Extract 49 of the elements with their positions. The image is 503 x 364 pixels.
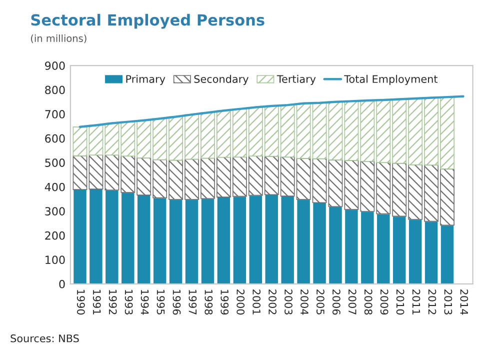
legend-label: Tertiary: [276, 74, 316, 85]
x-tick-label: 2007: [348, 290, 356, 314]
x-tick-label: 2006: [332, 290, 340, 315]
x-tick-label: 1998: [204, 290, 213, 315]
x-tick-label: 1999: [220, 290, 229, 315]
x-tick-label: 2000: [236, 290, 245, 315]
x-tick-label: 1996: [172, 290, 181, 315]
x-tick-label: 2008: [364, 290, 372, 315]
y-tick-label: 0: [59, 280, 65, 288]
y-tick-label: 200: [45, 231, 65, 240]
chart-title: Sectoral Employed Persons: [31, 14, 264, 29]
x-tick-label: 1997: [188, 290, 197, 314]
x-tick-label: 1993: [124, 290, 133, 314]
y-tick-label: 900: [45, 61, 65, 70]
y-tick-label: 300: [45, 207, 65, 216]
y-tick-label: 600: [45, 134, 65, 143]
y-tick-label: 700: [45, 110, 65, 118]
legend-label: Secondary: [194, 74, 248, 85]
x-tick-label: 1994: [140, 290, 149, 315]
x-tick-label: 1992: [108, 290, 117, 314]
x-tick-label: 2005: [316, 290, 324, 314]
x-tick-label: 1991: [92, 290, 101, 314]
x-tick-label: 2013: [444, 290, 452, 314]
y-tick-label: 500: [45, 158, 65, 167]
chart-subtitle: (in millions): [31, 34, 86, 44]
x-tick-label: 2009: [380, 290, 388, 315]
x-tick-label: 1995: [156, 290, 165, 314]
x-tick-label: 2011: [412, 290, 420, 314]
bar: [72, 189, 88, 284]
x-tick-label: 2012: [428, 290, 436, 314]
y-tick-label: 400: [44, 182, 65, 192]
x-tick-label: 2001: [252, 290, 261, 314]
x-tick-label: 2010: [396, 290, 404, 315]
bar: [72, 155, 88, 190]
bar: [328, 159, 343, 207]
legend-label: Primary: [126, 74, 166, 85]
x-tick-label: 2014: [460, 290, 468, 315]
y-tick-label: 800: [45, 86, 65, 94]
line-series: [78, 95, 464, 128]
bar: [328, 102, 343, 160]
legend-label: Total Employment: [344, 74, 438, 85]
x-tick-label: 2004: [300, 290, 308, 315]
x-tick-label: 2003: [284, 290, 292, 314]
bar: [328, 206, 343, 284]
x-tick-label: 1990: [76, 290, 85, 315]
source-note: Sources: NBS: [10, 334, 79, 342]
x-tick-label: 2002: [268, 290, 276, 314]
bar: [72, 126, 88, 156]
y-tick-label: 100: [46, 256, 65, 264]
